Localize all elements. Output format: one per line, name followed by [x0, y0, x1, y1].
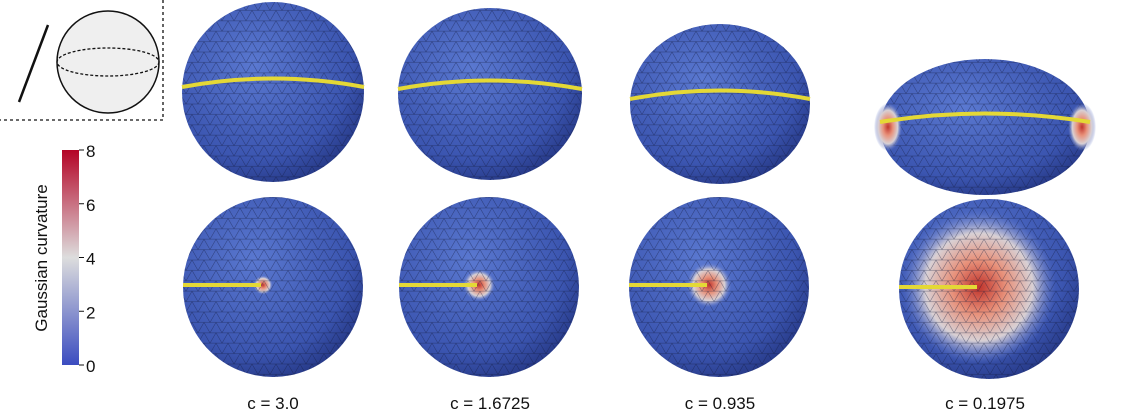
inset: [0, 0, 163, 120]
caption: c = 1.6725: [450, 394, 530, 413]
mesh: [630, 24, 810, 184]
mesh: [398, 8, 582, 180]
mesh: [182, 2, 364, 182]
caption: c = 0.1975: [945, 394, 1025, 413]
colorbar-tick-label: 6: [86, 196, 95, 215]
colorbar-tick-label: 0: [86, 357, 95, 376]
colorbar-tick-label: 4: [86, 250, 95, 269]
figure: Gaussian curvature c = 3.0 c = 1.6725 c = …: [0, 0, 1122, 415]
caption: c = 0.935: [685, 394, 755, 413]
caption: c = 3.0: [247, 394, 299, 413]
colorbar: [62, 150, 79, 365]
colorbar-tick-label: 8: [86, 142, 95, 161]
colorbar-tick-label: 2: [86, 303, 95, 322]
tip-spot: [874, 103, 902, 151]
colorbar-label: Gaussian curvature: [32, 184, 51, 331]
mesh: [880, 59, 1090, 195]
tip-spot: [1068, 103, 1096, 151]
